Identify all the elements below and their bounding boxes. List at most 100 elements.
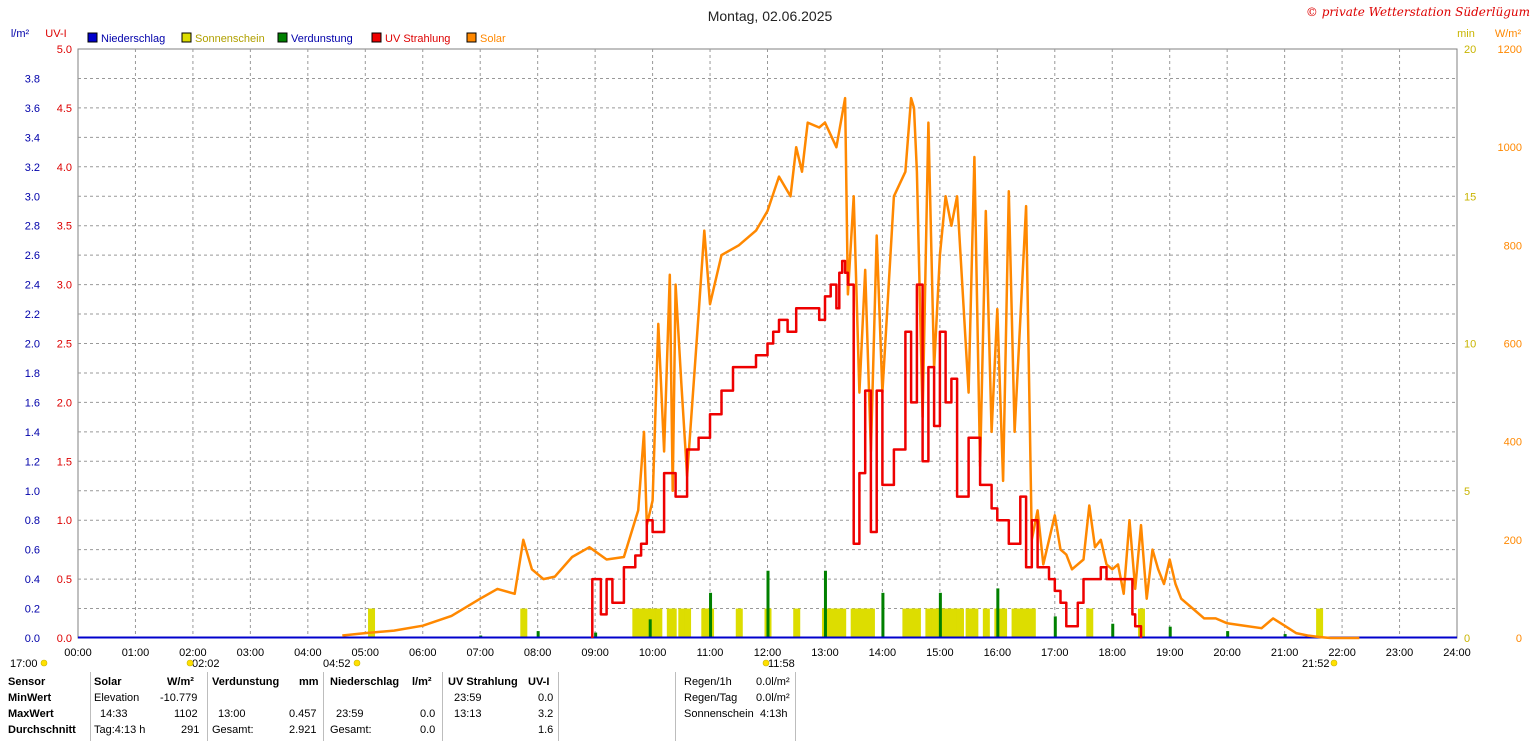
y-tick-label-rain: 2.2 <box>25 309 40 321</box>
y-tick-label-rain: 2.8 <box>25 221 40 233</box>
sun-icon <box>1330 659 1338 667</box>
weather-chart: 00:00 01:00 02:00 03:00 04:00 05:00 06:00 07:00… <box>10 5 1530 670</box>
sunshine-bar <box>942 608 950 638</box>
x-tick-label: 08:00 <box>524 647 552 659</box>
sunshine-bar <box>1011 608 1019 638</box>
y-tick-label-rain: 1.2 <box>25 456 40 468</box>
sunshine-bar <box>684 608 692 638</box>
sunshine-bar <box>649 608 657 638</box>
y-tick-label-rain: 3.6 <box>25 103 40 115</box>
sunshine-bar <box>827 608 835 638</box>
sunshine-bar <box>902 608 910 638</box>
verdunstung-max-time: 13:00 <box>218 708 246 720</box>
x-tick-label: 24:00 <box>1443 647 1471 659</box>
y-axis-unit-sunshine: min <box>1457 28 1475 40</box>
regen1h-label: Regen/1h <box>684 676 732 688</box>
sunshine-bar <box>1017 608 1025 638</box>
sunshine-bar <box>913 608 921 638</box>
sun-icon <box>353 659 361 667</box>
x-tick-label: 05:00 <box>352 647 380 659</box>
verdunstung-bar <box>1283 634 1287 638</box>
verdunstung-bar <box>1226 631 1230 638</box>
x-tick-label: 06:00 <box>409 647 437 659</box>
y-tick-label-uv: 1.5 <box>57 456 72 468</box>
sunshine-bar <box>1316 608 1324 638</box>
verdunstung-bar <box>766 570 770 638</box>
y-tick-label-uv: 0.5 <box>57 574 72 586</box>
sunshine-bar <box>643 608 651 638</box>
solar-header: Solar <box>94 676 122 688</box>
x-tick-label: 04:00 <box>294 647 322 659</box>
y-tick-label-solar: 400 <box>1504 437 1522 449</box>
sunshine-bar <box>1086 608 1094 638</box>
niederschlag-header: Niederschlag <box>330 676 400 688</box>
time-marker-label: 17:00 <box>10 658 38 670</box>
verdunstung-bar <box>996 588 1000 638</box>
x-tick-label: 15:00 <box>926 647 954 659</box>
y-tick-label-rain: 3.8 <box>25 73 40 85</box>
x-tick-label: 02:00 <box>179 647 207 659</box>
y-tick-label-sunshine: 10 <box>1464 339 1476 351</box>
uv-min-val: 0.0 <box>538 692 554 704</box>
solar-min-time: Elevation <box>94 692 140 704</box>
x-tick-label: 19:00 <box>1156 647 1184 659</box>
y-tick-label-solar: 0 <box>1516 633 1522 645</box>
sunshine-bar <box>1028 608 1036 638</box>
x-tick-label: 11:00 <box>697 647 724 659</box>
sunshine-bar <box>669 608 677 638</box>
x-tick-label: 07:00 <box>466 647 494 659</box>
durchschnitt-label: Durchschnitt <box>8 724 76 736</box>
y-tick-label-solar: 200 <box>1504 535 1522 547</box>
sun-icon <box>186 659 194 667</box>
niederschlag-unit: l/m² <box>412 676 432 688</box>
maxwert-label: MaxWert <box>8 708 54 720</box>
sun-icon <box>762 659 770 667</box>
x-tick-label: 23:00 <box>1386 647 1414 659</box>
niederschlag-max-time: 23:59 <box>336 708 364 720</box>
verdunstung-bar <box>823 570 827 638</box>
solar-avg-val: 291 <box>181 724 200 736</box>
time-marker-label: 21:52 <box>1302 658 1330 670</box>
sunshine-bar <box>520 608 528 638</box>
time-marker-label: 04:52 <box>323 658 351 670</box>
sunshine-bar <box>982 608 990 638</box>
stats-table: Sensor MinWert MaxWert Durchschnitt Sola… <box>0 672 1536 741</box>
y-tick-label-rain: 3.0 <box>25 191 40 203</box>
y-tick-label-rain: 0.8 <box>25 515 40 527</box>
y-tick-label-uv: 4.5 <box>57 103 72 115</box>
time-marker-label: 11:58 <box>768 658 795 670</box>
legend-label: Solar <box>480 33 506 45</box>
regentag-label: Regen/Tag <box>684 692 738 704</box>
verdunstung-bar <box>1053 616 1057 638</box>
legend-label: Niederschlag <box>101 33 165 45</box>
y-tick-label-rain: 1.8 <box>25 368 40 380</box>
solar-min-val: -10.779 <box>160 692 198 704</box>
y-tick-label-sunshine: 0 <box>1464 633 1470 645</box>
chart-title: Montag, 02.06.2025 <box>708 8 833 24</box>
x-tick-label: 22:00 <box>1328 647 1356 659</box>
legend-swatch <box>181 32 192 43</box>
x-tick-label: 09:00 <box>581 647 609 659</box>
y-tick-label-rain: 1.0 <box>25 486 40 498</box>
x-tick-label: 17:00 <box>1041 647 1069 659</box>
y-tick-label-rain: 3.4 <box>25 132 40 144</box>
sunshine-bar <box>948 608 956 638</box>
uv-avg-val: 1.6 <box>538 724 554 736</box>
legend-swatch <box>87 32 98 43</box>
verdunstung-bar <box>938 592 942 638</box>
verdunstung-bar <box>1168 626 1172 638</box>
stats-divider <box>795 672 796 741</box>
y-tick-label-uv: 1.0 <box>57 515 72 527</box>
uv-header: UV Strahlung <box>448 676 518 688</box>
sunshine-bar <box>925 608 933 638</box>
minwert-label: MinWert <box>8 692 52 704</box>
y-tick-label-solar: 1200 <box>1498 44 1522 56</box>
uv-line <box>591 259 1143 638</box>
sunshine-bar <box>655 608 663 638</box>
x-tick-label: 18:00 <box>1098 647 1126 659</box>
y-tick-label-rain: 0.0 <box>25 633 40 645</box>
legend-label: Verdunstung <box>291 33 353 45</box>
x-tick-label: 01:00 <box>122 647 150 659</box>
y-tick-label-uv: 0.0 <box>57 633 72 645</box>
time-marker-label: 02:02 <box>192 658 220 670</box>
